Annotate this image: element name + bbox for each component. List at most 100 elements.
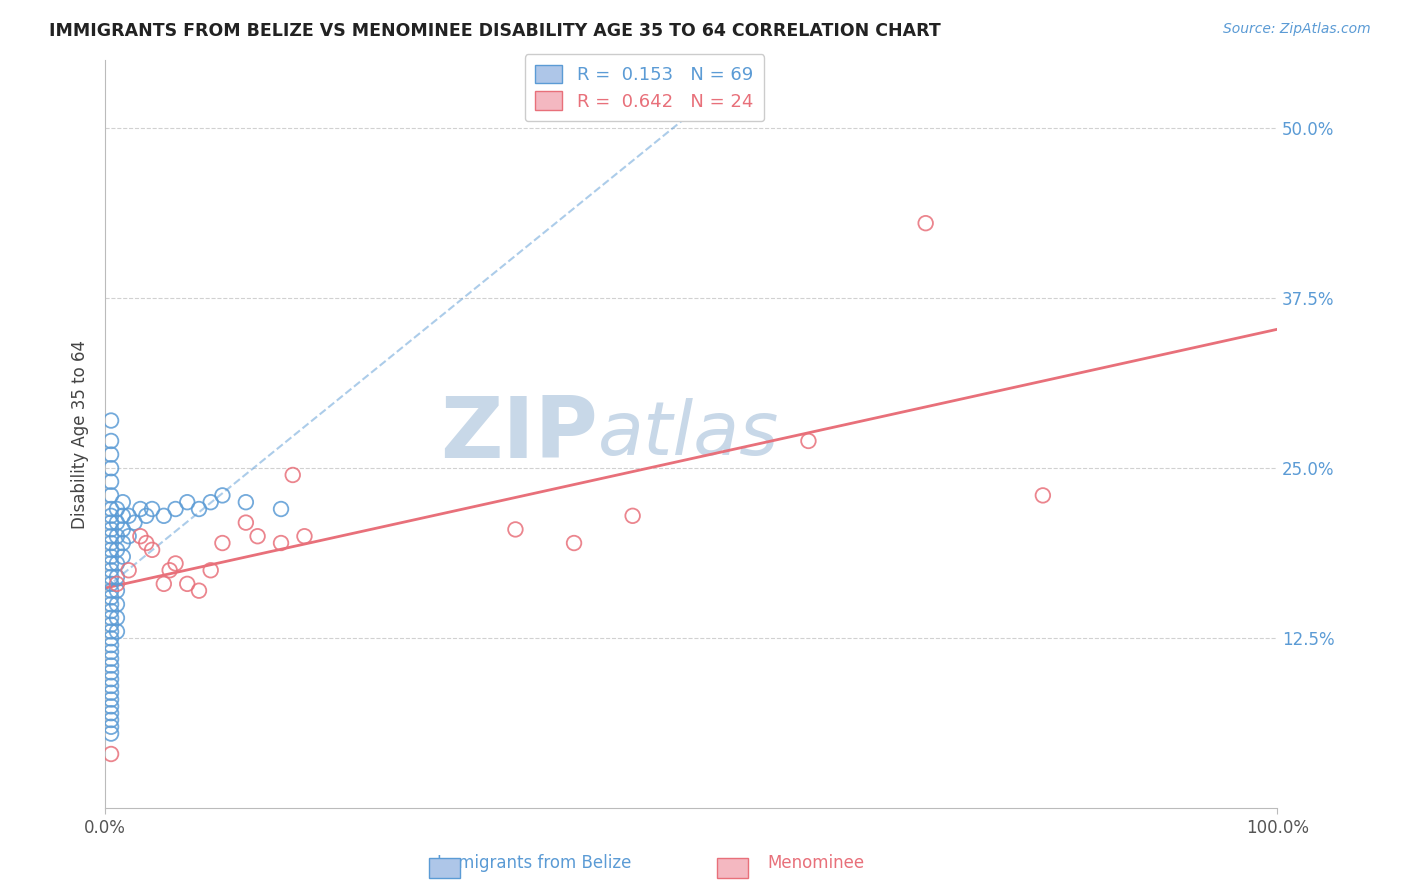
Point	[188, 583, 211, 598]
Point	[100, 679, 122, 693]
Point	[100, 488, 122, 502]
Point	[105, 502, 128, 516]
Y-axis label: Disability Age 35 to 64: Disability Age 35 to 64	[72, 340, 89, 529]
Point	[100, 577, 122, 591]
Point	[235, 495, 257, 509]
Point	[105, 557, 128, 571]
Point	[100, 502, 122, 516]
Point	[100, 645, 122, 659]
Text: Source: ZipAtlas.com: Source: ZipAtlas.com	[1223, 22, 1371, 37]
Point	[100, 523, 122, 537]
Point	[100, 434, 122, 448]
Point	[141, 502, 163, 516]
Point	[562, 536, 585, 550]
Point	[124, 516, 146, 530]
Point	[797, 434, 820, 448]
Point	[100, 461, 122, 475]
Point	[246, 529, 269, 543]
Point	[270, 502, 292, 516]
Point	[111, 508, 134, 523]
Point	[165, 502, 187, 516]
Point	[100, 597, 122, 611]
Text: IMMIGRANTS FROM BELIZE VS MENOMINEE DISABILITY AGE 35 TO 64 CORRELATION CHART: IMMIGRANTS FROM BELIZE VS MENOMINEE DISA…	[49, 22, 941, 40]
Point	[100, 448, 122, 462]
Point	[176, 495, 198, 509]
Text: atlas: atlas	[598, 398, 779, 470]
Point	[100, 536, 122, 550]
Text: Menominee: Menominee	[766, 855, 865, 872]
Point	[100, 516, 122, 530]
Point	[100, 638, 122, 652]
Point	[100, 413, 122, 427]
Point	[100, 713, 122, 727]
Point	[100, 665, 122, 680]
Point	[118, 508, 141, 523]
Point	[100, 570, 122, 584]
Point	[100, 583, 122, 598]
Point	[135, 536, 157, 550]
Point	[111, 523, 134, 537]
Point	[200, 495, 222, 509]
Point	[211, 488, 233, 502]
Point	[153, 508, 176, 523]
Point	[100, 529, 122, 543]
Point	[100, 542, 122, 557]
Point	[153, 577, 176, 591]
Point	[141, 542, 163, 557]
Point	[105, 624, 128, 639]
Point	[159, 563, 181, 577]
Point	[100, 611, 122, 625]
Point	[100, 658, 122, 673]
Point	[111, 536, 134, 550]
Point	[105, 516, 128, 530]
Point	[100, 632, 122, 646]
Point	[176, 577, 198, 591]
Point	[135, 508, 157, 523]
Point	[211, 536, 233, 550]
Point	[118, 563, 141, 577]
Point	[200, 563, 222, 577]
Point	[105, 529, 128, 543]
Point	[100, 726, 122, 740]
Point	[100, 747, 122, 761]
Text: ZIP: ZIP	[440, 392, 598, 475]
Point	[100, 706, 122, 721]
Point	[100, 624, 122, 639]
Point	[111, 495, 134, 509]
Text: Immigrants from Belize: Immigrants from Belize	[437, 855, 631, 872]
Point	[105, 611, 128, 625]
Point	[914, 216, 936, 230]
Point	[105, 542, 128, 557]
Point	[105, 577, 128, 591]
Point	[100, 686, 122, 700]
Legend: R =  0.153   N = 69, R =  0.642   N = 24: R = 0.153 N = 69, R = 0.642 N = 24	[524, 54, 763, 121]
Point	[100, 557, 122, 571]
Point	[100, 699, 122, 714]
Point	[235, 516, 257, 530]
Point	[100, 720, 122, 734]
Point	[621, 508, 644, 523]
Point	[100, 617, 122, 632]
Point	[111, 549, 134, 564]
Point	[105, 570, 128, 584]
Point	[100, 549, 122, 564]
Point	[100, 475, 122, 489]
Point	[105, 583, 128, 598]
Point	[100, 651, 122, 665]
Point	[270, 536, 292, 550]
Point	[100, 672, 122, 686]
Point	[100, 591, 122, 605]
Point	[505, 523, 527, 537]
Point	[100, 508, 122, 523]
Point	[100, 604, 122, 618]
Point	[1032, 488, 1054, 502]
Point	[100, 692, 122, 706]
Point	[129, 529, 152, 543]
Point	[188, 502, 211, 516]
Point	[100, 563, 122, 577]
Point	[281, 467, 304, 482]
Point	[294, 529, 316, 543]
Point	[118, 529, 141, 543]
Point	[129, 502, 152, 516]
Point	[105, 597, 128, 611]
